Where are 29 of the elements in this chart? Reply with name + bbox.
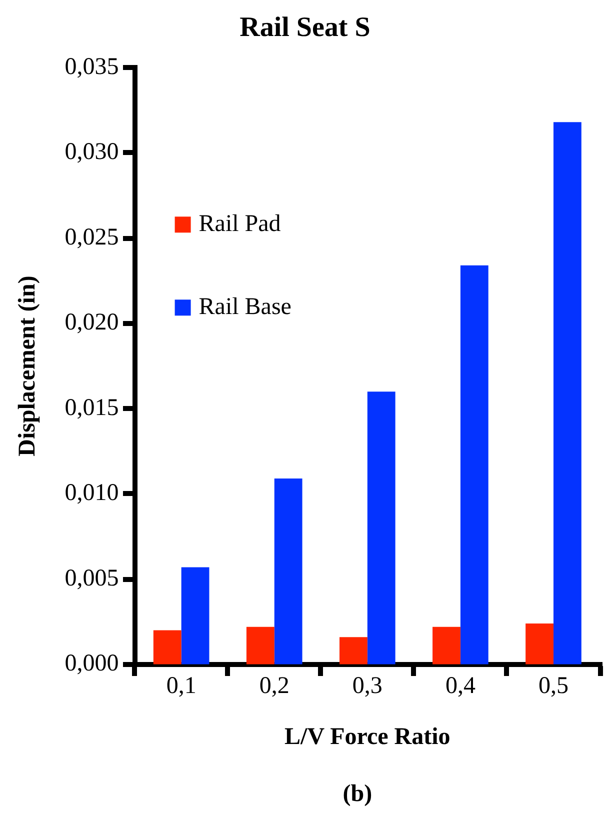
y-tick-label: 0,030 — [64, 139, 119, 166]
legend-label: Rail Base — [198, 294, 292, 320]
legend-label: Rail Pad — [198, 210, 281, 237]
chart-title: Rail Seat S — [240, 12, 370, 44]
bar — [367, 392, 396, 664]
x-tick-label: 0,1 — [166, 673, 196, 700]
bar — [246, 626, 274, 664]
bar — [339, 637, 368, 664]
bar — [274, 478, 302, 664]
y-tick-label: 0,010 — [64, 480, 119, 506]
y-tick-label: 0,005 — [64, 565, 119, 592]
bar — [153, 630, 182, 664]
y-tick-label: 0,035 — [64, 54, 119, 80]
x-tick-label: 0,3 — [352, 673, 382, 700]
y-tick-label: 0,025 — [64, 224, 119, 250]
x-tick-label: 0,2 — [259, 673, 290, 700]
y-tick-label: 0,020 — [64, 310, 119, 336]
bar — [432, 626, 460, 664]
y-tick-label: 0,015 — [64, 394, 119, 421]
bar — [181, 567, 210, 664]
bar — [526, 623, 554, 664]
bar — [460, 265, 488, 664]
x-tick-label: 0,5 — [538, 673, 568, 700]
y-tick-label: 0,000 — [64, 650, 119, 677]
x-axis-title: L/V Force Ratio — [284, 724, 450, 750]
text: (b) — [342, 781, 372, 808]
bar — [553, 122, 582, 664]
y-axis-title: Displacement (in) — [14, 276, 41, 456]
x-tick-label: 0,4 — [445, 673, 476, 700]
